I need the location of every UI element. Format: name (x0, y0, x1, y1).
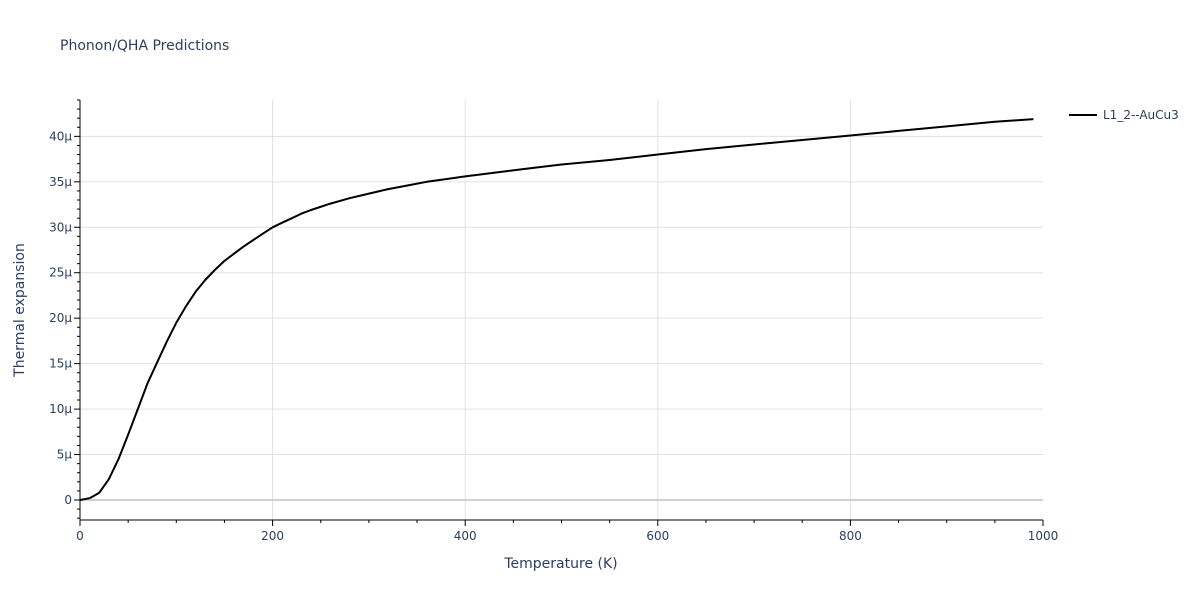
y-tick-label: 0 (64, 493, 72, 507)
y-axis-title: Thermal expansion (12, 243, 28, 378)
legend-label: L1_2--AuCu3 (1103, 108, 1179, 122)
y-tick-label: 15μ (49, 357, 72, 371)
y-tick-label: 30μ (49, 220, 72, 234)
plot-area (79, 118, 1034, 501)
legend-item[interactable]: L1_2--AuCu3 (1069, 108, 1179, 122)
y-tick-label: 5μ (57, 448, 73, 462)
legend[interactable]: L1_2--AuCu3 (1069, 108, 1179, 122)
x-tick-label: 800 (839, 529, 862, 543)
axes: 0 200 400 600 800 1000 0 5μ 10μ 15μ 20μ 25μ 30μ 35μ 40… (49, 99, 1059, 543)
x-tick-label: 200 (261, 529, 284, 543)
y-tick-label: 40μ (49, 129, 72, 143)
x-axis-title: Temperature (K) (503, 556, 617, 572)
x-tick-label: 600 (646, 529, 669, 543)
y-tick-label: 25μ (49, 266, 72, 280)
y-tick-label: 10μ (49, 402, 72, 416)
x-tick-label: 400 (454, 529, 477, 543)
chart-title: Phonon/QHA Predictions (60, 38, 229, 54)
y-tick-label: 35μ (49, 175, 72, 189)
series-line (79, 118, 1034, 501)
x-tick-label: 1000 (1028, 529, 1059, 543)
x-tick-label: 0 (76, 529, 84, 543)
y-tick-label: 20μ (49, 311, 72, 325)
grid-lines (80, 100, 1043, 520)
